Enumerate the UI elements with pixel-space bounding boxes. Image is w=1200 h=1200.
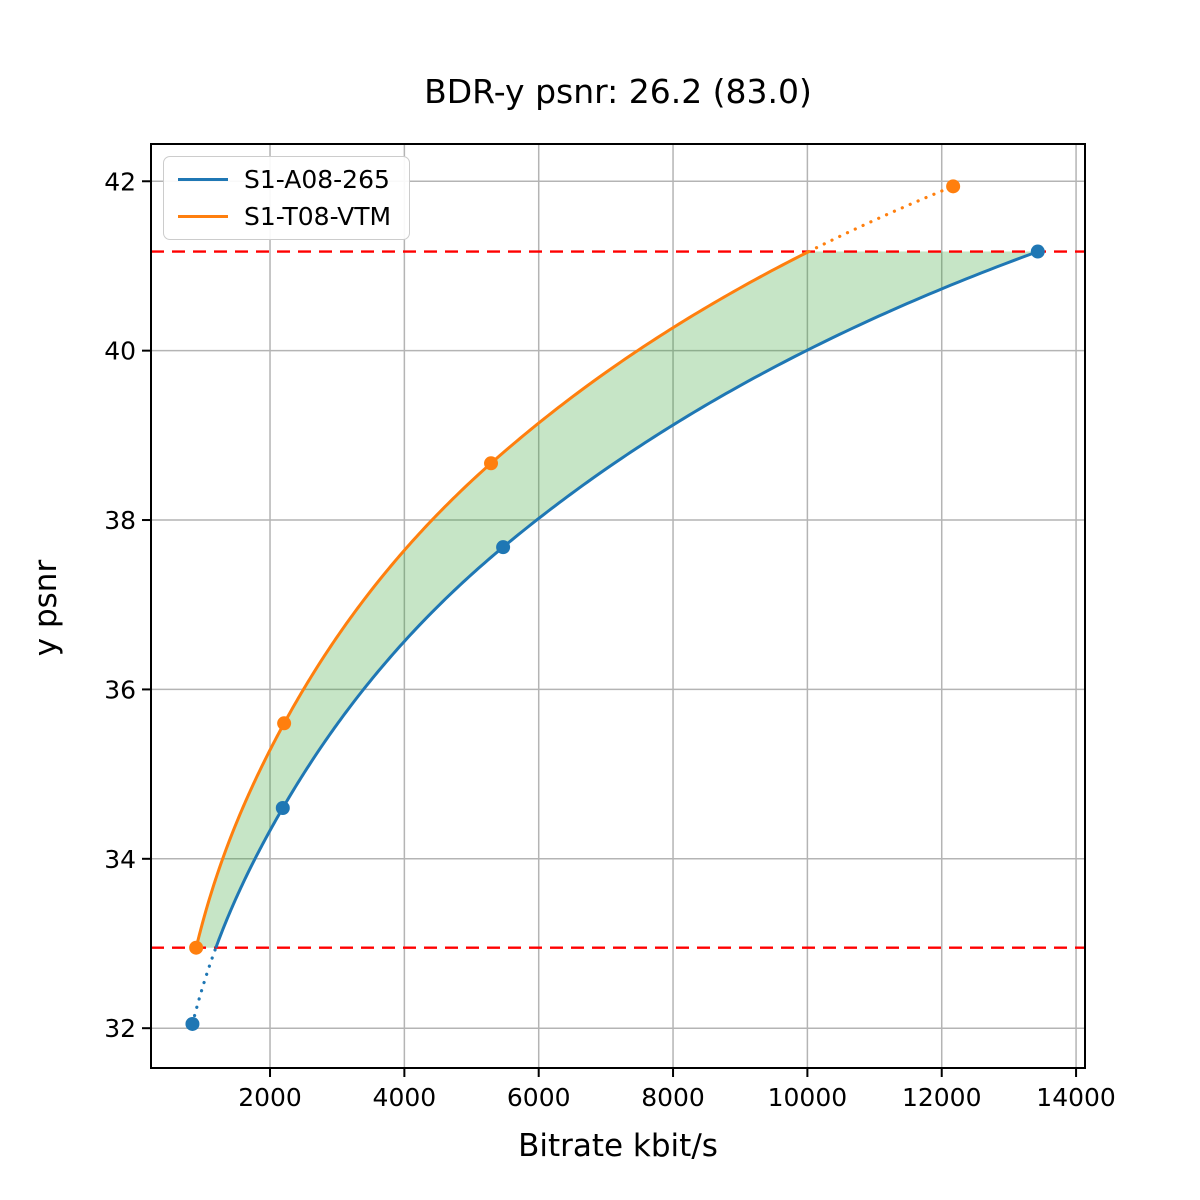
legend-label-1: S1-T08-VTM xyxy=(244,202,392,231)
y-tick-label: 40 xyxy=(104,337,136,366)
legend-line-swatch-0 xyxy=(178,178,228,181)
y-tick-label: 36 xyxy=(104,675,136,704)
data-point-marker xyxy=(189,940,204,955)
legend-label-0: S1-A08-265 xyxy=(244,165,390,194)
data-point-marker xyxy=(277,716,292,731)
bd-shaded-region xyxy=(196,251,1038,948)
legend-line-swatch-1 xyxy=(178,215,228,218)
data-point-marker xyxy=(484,456,499,471)
y-tick-label: 34 xyxy=(104,845,136,874)
series-curve-dotted-s1-t08-vtm xyxy=(807,184,955,254)
x-tick-label: 6000 xyxy=(507,1083,571,1112)
x-tick-label: 12000 xyxy=(902,1083,982,1112)
data-point-marker xyxy=(496,540,511,555)
legend: S1-A08-265 S1-T08-VTM xyxy=(163,156,411,240)
chart-title: BDR-y psnr: 26.2 (83.0) xyxy=(424,72,812,111)
y-tick-label: 42 xyxy=(104,167,136,196)
x-tick-label: 10000 xyxy=(768,1083,848,1112)
y-tick-label: 38 xyxy=(104,506,136,535)
x-tick-label: 14000 xyxy=(1036,1083,1116,1112)
data-point-marker xyxy=(1030,244,1045,259)
x-axis-label: Bitrate kbit/s xyxy=(518,1128,718,1164)
legend-entry: S1-A08-265 xyxy=(178,165,391,194)
series-curve-dotted-s1-a08-265 xyxy=(190,946,218,1026)
legend-entry: S1-T08-VTM xyxy=(178,202,391,231)
y-tick-label: 32 xyxy=(104,1014,136,1043)
y-axis-label: y psnr xyxy=(28,559,64,657)
series-curve-s1-t08-vtm xyxy=(194,250,810,949)
x-tick-label: 4000 xyxy=(373,1083,437,1112)
series-curve-s1-a08-265 xyxy=(214,250,1039,949)
data-point-marker xyxy=(185,1016,200,1031)
x-tick-label: 8000 xyxy=(641,1083,705,1112)
axes-border xyxy=(150,143,1086,1069)
data-point-marker xyxy=(275,800,290,815)
data-point-marker xyxy=(946,179,961,194)
x-tick-label: 2000 xyxy=(238,1083,302,1112)
